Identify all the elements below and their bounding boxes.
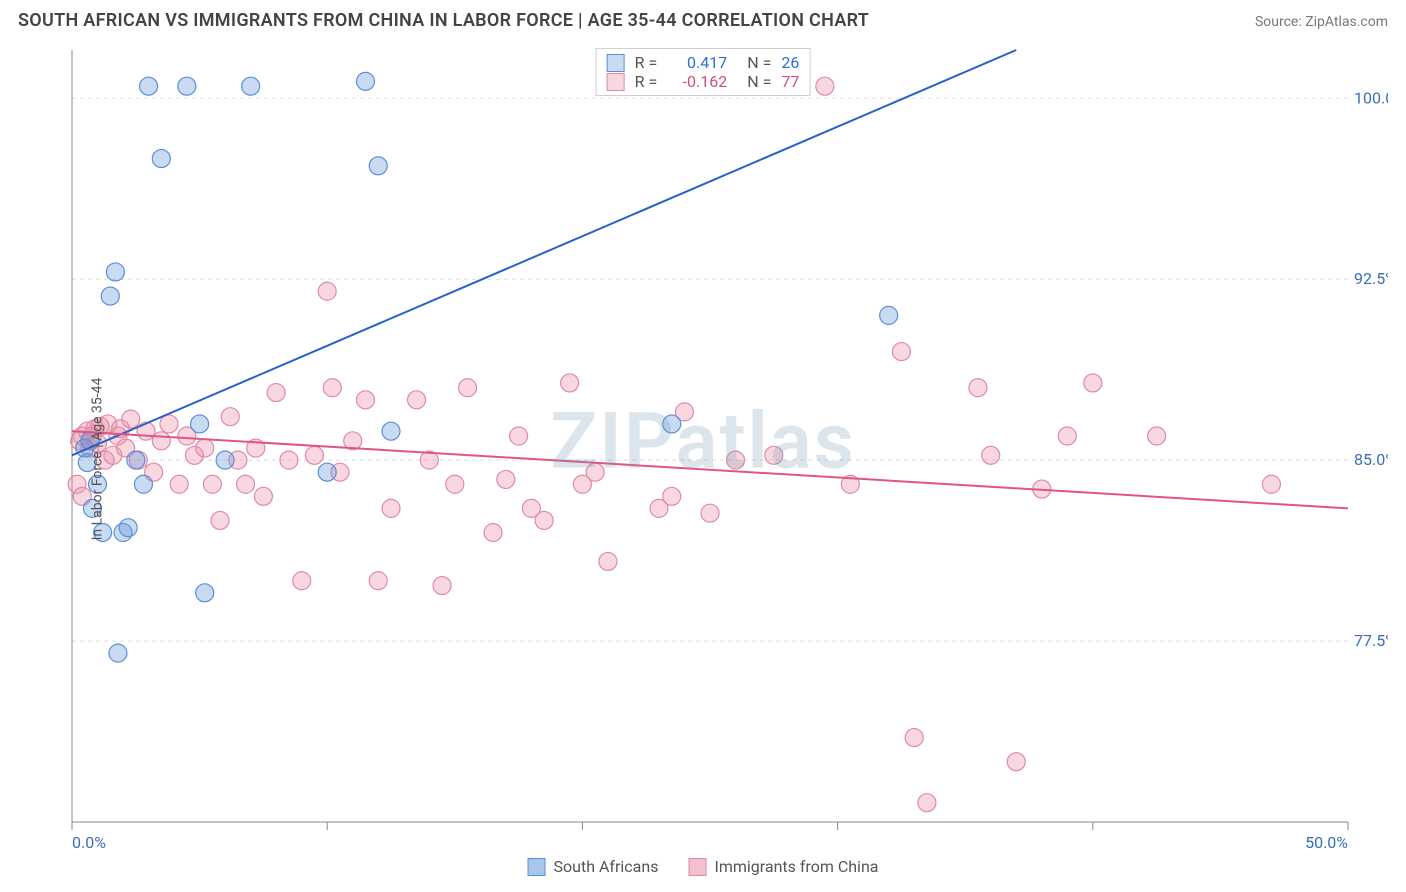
data-point bbox=[727, 451, 745, 469]
data-point bbox=[106, 263, 124, 281]
data-point bbox=[701, 504, 719, 522]
x-tick-label: 0.0% bbox=[72, 833, 106, 852]
data-point bbox=[137, 422, 155, 440]
x-tick-label: 50.0% bbox=[1305, 833, 1348, 852]
y-tick-label: 77.5% bbox=[1354, 631, 1388, 650]
legend-r-value: -0.162 bbox=[667, 72, 727, 91]
data-point bbox=[497, 470, 515, 488]
data-point bbox=[369, 572, 387, 590]
y-axis-label: In Labor Force | Age 35-44 bbox=[89, 378, 105, 541]
data-point bbox=[160, 415, 178, 433]
page-title: SOUTH AFRICAN VS IMMIGRANTS FROM CHINA I… bbox=[18, 10, 869, 31]
legend-item: South Africans bbox=[528, 857, 659, 876]
legend-r-label: R = bbox=[635, 72, 658, 91]
data-point bbox=[101, 287, 119, 305]
legend-label: South Africans bbox=[554, 857, 659, 876]
legend-r-value: 0.417 bbox=[667, 53, 727, 72]
legend-swatch bbox=[607, 54, 625, 72]
data-point bbox=[356, 72, 374, 90]
data-point bbox=[305, 446, 323, 464]
series-legend: South Africans Immigrants from China bbox=[528, 857, 879, 876]
data-point bbox=[1148, 427, 1166, 445]
data-point bbox=[196, 439, 214, 457]
data-point bbox=[599, 552, 617, 570]
legend-row: R = -0.162 N = 77 bbox=[607, 72, 800, 91]
data-point bbox=[242, 77, 260, 95]
data-point bbox=[127, 451, 145, 469]
data-point bbox=[459, 379, 477, 397]
data-point bbox=[484, 524, 502, 542]
legend-swatch bbox=[528, 858, 546, 876]
legend-n-value: 77 bbox=[781, 72, 799, 91]
data-point bbox=[663, 487, 681, 505]
data-point bbox=[211, 511, 229, 529]
data-point bbox=[191, 415, 209, 433]
data-point bbox=[586, 463, 604, 481]
data-point bbox=[892, 343, 910, 361]
data-point bbox=[408, 391, 426, 409]
legend-item: Immigrants from China bbox=[688, 857, 878, 876]
data-point bbox=[382, 499, 400, 517]
data-point bbox=[152, 150, 170, 168]
data-point bbox=[433, 577, 451, 595]
data-point bbox=[510, 427, 528, 445]
data-point bbox=[323, 379, 341, 397]
data-point bbox=[1262, 475, 1280, 493]
data-point bbox=[178, 77, 196, 95]
legend-n-label: N = bbox=[747, 53, 771, 72]
data-point bbox=[369, 157, 387, 175]
data-point bbox=[140, 77, 158, 95]
data-point bbox=[663, 415, 681, 433]
data-point bbox=[221, 408, 239, 426]
data-point bbox=[196, 584, 214, 602]
data-point bbox=[905, 729, 923, 747]
data-point bbox=[765, 446, 783, 464]
data-point bbox=[969, 379, 987, 397]
correlation-legend: R = 0.417 N = 26 R = -0.162 N = 77 bbox=[596, 48, 811, 96]
data-point bbox=[561, 374, 579, 392]
data-point bbox=[152, 432, 170, 450]
data-point bbox=[109, 644, 127, 662]
y-tick-label: 92.5% bbox=[1354, 269, 1388, 288]
legend-label: Immigrants from China bbox=[714, 857, 878, 876]
regression-line bbox=[72, 50, 1016, 455]
data-point bbox=[293, 572, 311, 590]
data-point bbox=[170, 475, 188, 493]
scatter-chart: 77.5% 85.0% 92.5% 100.0% 0.0% 50.0% bbox=[18, 44, 1388, 874]
data-point bbox=[1058, 427, 1076, 445]
data-point bbox=[880, 306, 898, 324]
y-tick-label: 85.0% bbox=[1354, 450, 1388, 469]
data-point bbox=[1084, 374, 1102, 392]
data-point bbox=[382, 422, 400, 440]
legend-n-label: N = bbox=[747, 72, 771, 91]
data-point bbox=[216, 451, 234, 469]
data-point bbox=[203, 475, 221, 493]
legend-swatch bbox=[607, 73, 625, 91]
legend-r-label: R = bbox=[635, 53, 658, 72]
data-point bbox=[280, 451, 298, 469]
data-point bbox=[134, 475, 152, 493]
data-point bbox=[119, 519, 137, 537]
data-point bbox=[122, 410, 140, 428]
data-point bbox=[254, 487, 272, 505]
legend-n-value: 26 bbox=[781, 53, 799, 72]
legend-row: R = 0.417 N = 26 bbox=[607, 53, 800, 72]
data-point bbox=[237, 475, 255, 493]
y-tick-label: 100.0% bbox=[1354, 88, 1388, 107]
data-point bbox=[318, 282, 336, 300]
chart-container: In Labor Force | Age 35-44 ZIPatlas 77.5… bbox=[18, 44, 1388, 874]
data-point bbox=[535, 511, 553, 529]
data-point bbox=[318, 463, 336, 481]
data-point bbox=[267, 384, 285, 402]
legend-swatch bbox=[688, 858, 706, 876]
data-point bbox=[816, 77, 834, 95]
data-point bbox=[982, 446, 1000, 464]
data-point bbox=[446, 475, 464, 493]
data-point bbox=[356, 391, 374, 409]
data-point bbox=[1007, 753, 1025, 771]
source-label: Source: ZipAtlas.com bbox=[1255, 14, 1388, 30]
data-point bbox=[918, 794, 936, 812]
